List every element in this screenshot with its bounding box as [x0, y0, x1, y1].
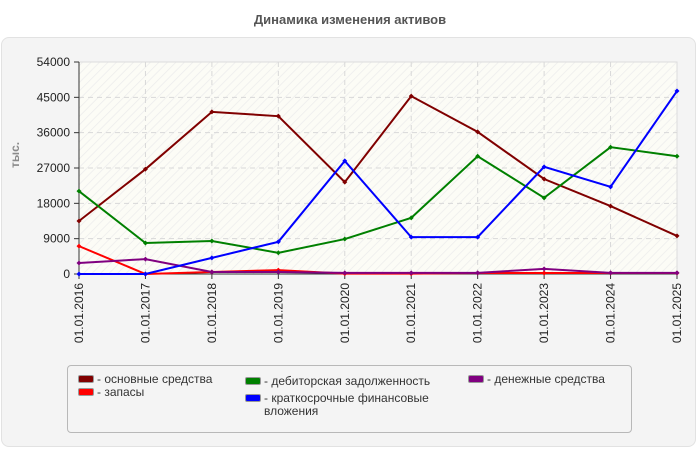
series-line: [79, 90, 678, 275]
data-point-marker: [541, 176, 547, 182]
data-point-marker: [142, 166, 148, 172]
data-point-marker: [608, 270, 614, 276]
x-tick-label: 01.01.2022: [471, 283, 485, 343]
data-point-marker: [674, 233, 680, 239]
data-point-marker: [209, 109, 215, 115]
data-point-marker: [541, 270, 547, 276]
legend-item-short-term-investments: - краткосрочные финансовые вложения: [245, 392, 455, 418]
grid-lines: [79, 62, 677, 274]
data-point-marker: [541, 266, 547, 272]
data-point-marker: [342, 236, 348, 242]
chart-title: Динамика изменения активов: [253, 12, 447, 27]
data-point-marker: [142, 271, 148, 277]
data-series: [76, 88, 680, 277]
legend-swatch: [78, 375, 94, 383]
y-tick-label: 27000: [37, 161, 71, 175]
legend-item-receivables: - дебиторская задолженность: [245, 375, 430, 388]
legend-swatch: [468, 375, 484, 383]
data-point-marker: [76, 260, 82, 266]
data-point-marker: [209, 238, 215, 244]
x-tick-label: 01.01.2021: [404, 283, 418, 343]
data-point-marker: [76, 188, 82, 194]
data-point-marker: [275, 113, 281, 119]
data-point-marker: [275, 250, 281, 256]
legend-swatch: [245, 377, 261, 385]
data-point-marker: [408, 93, 414, 99]
data-point-marker: [142, 240, 148, 246]
data-point-marker: [76, 271, 82, 277]
y-tick-label: 54000: [37, 55, 71, 69]
y-tick-label: 36000: [37, 126, 71, 140]
data-point-marker: [76, 243, 82, 249]
y-tick-label: 9000: [43, 232, 70, 246]
x-tick-label: 01.01.2018: [205, 283, 219, 343]
data-point-marker: [541, 164, 547, 170]
legend-swatch: [78, 388, 94, 396]
data-point-marker: [408, 234, 414, 240]
data-point-marker: [342, 270, 348, 276]
data-point-marker: [608, 184, 614, 190]
data-point-marker: [608, 203, 614, 209]
x-tick-label: 01.01.2023: [537, 283, 551, 343]
legend-item-inventory: - запасы: [78, 386, 144, 399]
data-point-marker: [142, 256, 148, 262]
x-tick-label: 01.01.2016: [72, 283, 86, 343]
data-point-marker: [342, 158, 348, 164]
legend: - основные средства - запасы - дебиторск…: [67, 365, 632, 433]
x-tick-label: 01.01.2017: [138, 283, 152, 343]
x-tick-label: 01.01.2024: [604, 283, 618, 343]
x-tick-label: 01.01.2019: [271, 283, 285, 343]
data-point-marker: [275, 269, 281, 275]
legend-item-cash: - денежные средства: [468, 373, 605, 386]
data-point-marker: [408, 270, 414, 276]
x-tick-label: 01.01.2020: [338, 283, 352, 343]
data-point-marker: [209, 255, 215, 261]
data-point-marker: [475, 234, 481, 240]
data-point-marker: [475, 129, 481, 135]
data-point-marker: [475, 153, 481, 159]
data-point-marker: [674, 270, 680, 276]
data-point-marker: [674, 153, 680, 159]
y-tick-label: 0: [63, 267, 70, 281]
legend-item-fixed-assets: - основные средства: [78, 373, 212, 386]
x-tick-label: 01.01.2025: [670, 283, 684, 343]
data-point-marker: [674, 88, 680, 94]
data-point-marker: [408, 215, 414, 221]
data-point-marker: [209, 269, 215, 275]
data-point-marker: [475, 270, 481, 276]
series-line: [78, 94, 678, 237]
series-line: [78, 146, 678, 254]
data-point-marker: [608, 144, 614, 150]
legend-swatch: [245, 394, 261, 402]
data-point-marker: [76, 218, 82, 224]
y-tick-label: 18000: [37, 196, 71, 210]
data-point-marker: [342, 179, 348, 185]
y-tick-label: 45000: [37, 90, 71, 104]
data-point-marker: [541, 195, 547, 201]
data-point-marker: [275, 239, 281, 245]
